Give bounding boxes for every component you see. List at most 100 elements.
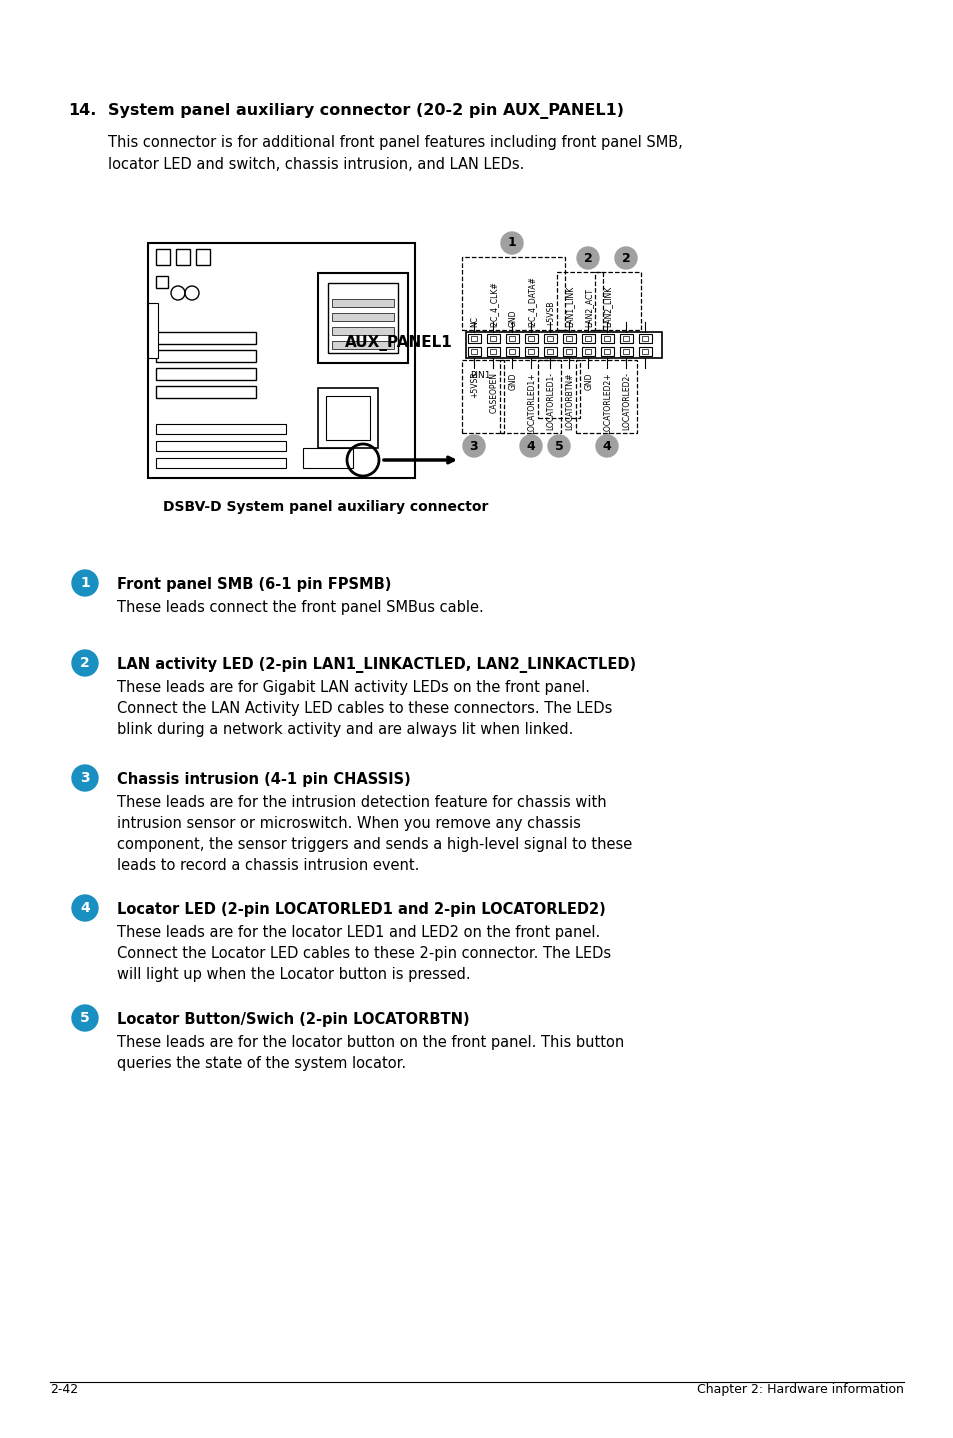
Bar — [543, 334, 557, 344]
Bar — [156, 368, 255, 380]
Text: 5: 5 — [554, 440, 563, 453]
Text: 5: 5 — [80, 1011, 90, 1025]
Text: GND: GND — [584, 372, 593, 390]
Text: 4: 4 — [526, 440, 535, 453]
Bar — [546, 349, 553, 354]
Bar — [546, 336, 553, 341]
Text: DSBV-D System panel auxiliary connector: DSBV-D System panel auxiliary connector — [163, 500, 488, 513]
Bar — [317, 273, 408, 362]
Bar — [471, 336, 476, 341]
Circle shape — [519, 436, 541, 457]
Text: +5VSB: +5VSB — [470, 372, 479, 398]
Text: 4: 4 — [80, 902, 90, 915]
Bar — [641, 349, 647, 354]
Bar — [156, 249, 170, 265]
Bar — [619, 347, 633, 357]
Text: +5VSB: +5VSB — [546, 301, 555, 326]
Circle shape — [577, 247, 598, 269]
Text: I2C_4_CLK#: I2C_4_CLK# — [489, 282, 498, 326]
Text: Front panel SMB (6-1 pin FPSMB): Front panel SMB (6-1 pin FPSMB) — [117, 577, 391, 592]
Text: LOCATORBTN#: LOCATORBTN# — [565, 372, 574, 430]
Bar — [509, 336, 515, 341]
Text: GND: GND — [508, 309, 517, 326]
Text: LAN1_LINK: LAN1_LINK — [565, 286, 574, 326]
Text: 1: 1 — [80, 577, 90, 590]
Bar — [603, 336, 609, 341]
Bar — [332, 326, 394, 335]
Text: These leads are for the locator LED1 and LED2 on the front panel.
Connect the Lo: These leads are for the locator LED1 and… — [117, 925, 611, 982]
Text: LOCATORLED2+: LOCATORLED2+ — [603, 372, 612, 434]
Text: 3: 3 — [469, 440, 477, 453]
Text: I2C_4_DATA#: I2C_4_DATA# — [527, 276, 536, 326]
Bar — [565, 349, 572, 354]
Bar — [156, 385, 255, 398]
Text: Chassis intrusion (4-1 pin CHASSIS): Chassis intrusion (4-1 pin CHASSIS) — [117, 772, 411, 787]
Bar — [557, 272, 602, 329]
Bar — [524, 347, 537, 357]
Bar — [303, 449, 353, 467]
Circle shape — [71, 650, 98, 676]
Bar — [505, 334, 518, 344]
Bar — [499, 360, 560, 433]
Circle shape — [615, 247, 637, 269]
Bar — [603, 349, 609, 354]
Text: 2: 2 — [583, 252, 592, 265]
Bar — [622, 349, 628, 354]
Text: These leads are for the intrusion detection feature for chassis with
intrusion s: These leads are for the intrusion detect… — [117, 795, 632, 873]
Bar — [600, 347, 614, 357]
Text: NC: NC — [470, 316, 479, 326]
Text: These leads are for Gigabit LAN activity LEDs on the front panel.
Connect the LA: These leads are for Gigabit LAN activity… — [117, 680, 612, 738]
Text: This connector is for additional front panel features including front panel SMB,: This connector is for additional front p… — [108, 135, 682, 171]
Text: LAN2_ACT: LAN2_ACT — [584, 288, 593, 326]
Bar — [148, 243, 415, 477]
Circle shape — [462, 436, 484, 457]
Bar — [639, 334, 651, 344]
Text: 2: 2 — [621, 252, 630, 265]
Bar — [490, 349, 496, 354]
Bar — [565, 336, 572, 341]
Bar — [156, 349, 255, 362]
Bar — [156, 332, 255, 344]
Circle shape — [547, 436, 569, 457]
Bar — [486, 347, 499, 357]
Bar — [527, 336, 534, 341]
Bar — [332, 299, 394, 306]
Bar — [486, 334, 499, 344]
Bar — [622, 336, 628, 341]
Bar — [562, 334, 576, 344]
Bar — [156, 276, 168, 288]
Bar — [505, 347, 518, 357]
Bar — [332, 313, 394, 321]
Bar — [509, 349, 515, 354]
Text: Locator LED (2-pin LOCATORLED1 and 2-pin LOCATORLED2): Locator LED (2-pin LOCATORLED1 and 2-pin… — [117, 902, 605, 917]
Text: 2-42: 2-42 — [50, 1383, 78, 1396]
Bar — [317, 388, 377, 449]
Bar — [490, 336, 496, 341]
Text: CASEOPEN: CASEOPEN — [489, 372, 498, 413]
Text: Chapter 2: Hardware information: Chapter 2: Hardware information — [697, 1383, 903, 1396]
Bar — [584, 349, 590, 354]
Text: LOCATORLED2-: LOCATORLED2- — [622, 372, 631, 430]
Text: These leads are for the locator button on the front panel. This button
queries t: These leads are for the locator button o… — [117, 1035, 623, 1071]
Bar — [156, 441, 286, 452]
Text: PIN1: PIN1 — [470, 371, 490, 380]
Text: LOCATORLED1-: LOCATORLED1- — [546, 372, 555, 430]
Bar — [156, 424, 286, 434]
Bar — [332, 341, 394, 349]
Circle shape — [71, 765, 98, 791]
Bar — [471, 349, 476, 354]
Bar — [524, 334, 537, 344]
Text: LAN activity LED (2-pin LAN1_LINKACTLED, LAN2_LINKACTLED): LAN activity LED (2-pin LAN1_LINKACTLED,… — [117, 657, 636, 673]
Bar — [595, 272, 640, 329]
Bar — [600, 334, 614, 344]
Text: 1: 1 — [507, 236, 516, 250]
Bar — [527, 349, 534, 354]
Bar — [461, 257, 564, 329]
Bar — [537, 360, 579, 418]
Bar — [584, 336, 590, 341]
Text: LAN2_LINK: LAN2_LINK — [603, 286, 612, 326]
Text: 14.: 14. — [68, 104, 96, 118]
Text: Locator Button/Swich (2-pin LOCATORBTN): Locator Button/Swich (2-pin LOCATORBTN) — [117, 1012, 469, 1027]
Text: System panel auxiliary connector (20-2 pin AUX_PANEL1): System panel auxiliary connector (20-2 p… — [108, 104, 623, 119]
Bar — [581, 334, 595, 344]
